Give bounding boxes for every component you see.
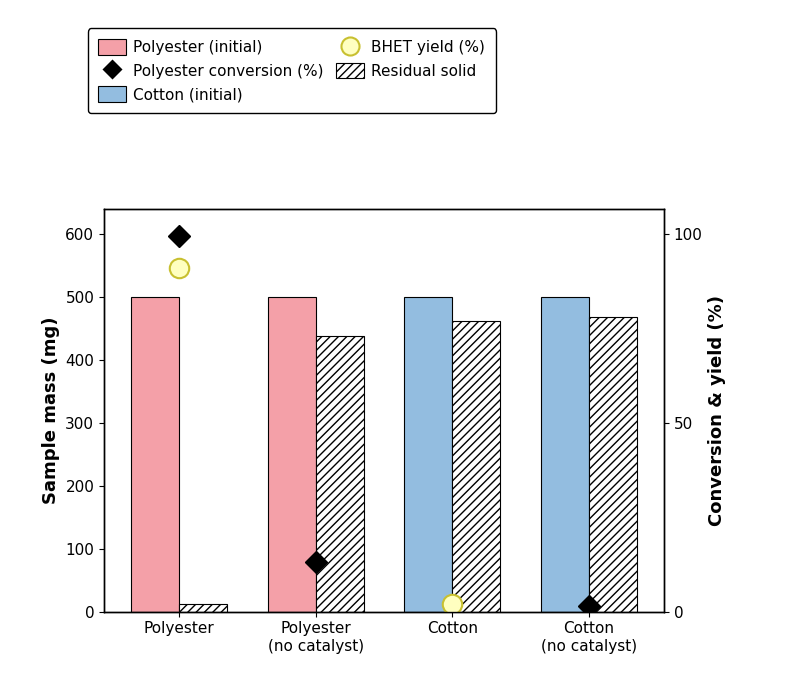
Bar xyxy=(131,297,179,612)
Bar xyxy=(268,297,316,612)
Bar xyxy=(405,297,452,612)
Bar xyxy=(589,318,637,612)
Bar xyxy=(541,297,589,612)
Bar xyxy=(316,336,363,612)
Bar xyxy=(452,320,500,612)
Y-axis label: Sample mass (mg): Sample mass (mg) xyxy=(42,316,60,504)
Legend: Polyester (initial), Polyester conversion (%), Cotton (initial), BHET yield (%),: Polyester (initial), Polyester conversio… xyxy=(88,28,496,113)
Bar xyxy=(179,604,227,612)
Y-axis label: Conversion & yield (%): Conversion & yield (%) xyxy=(708,295,726,525)
